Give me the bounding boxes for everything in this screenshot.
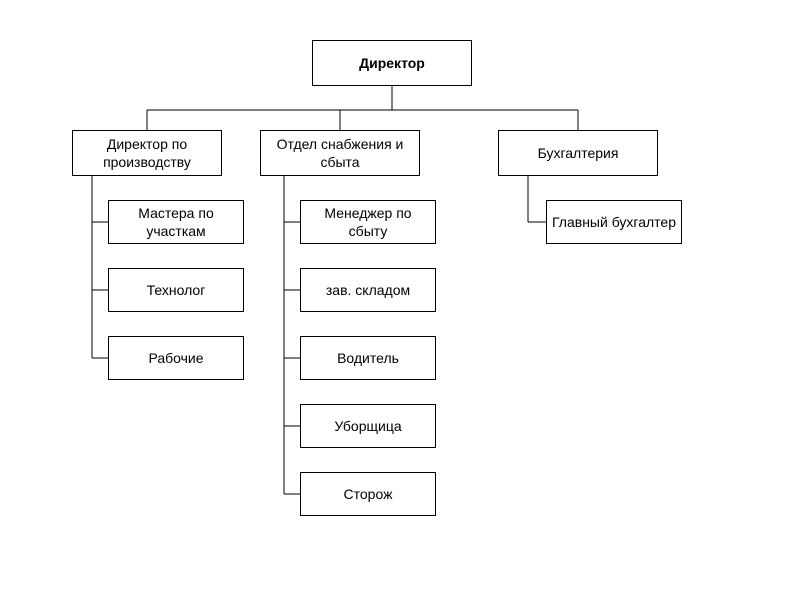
- org-node-label: Директор: [359, 54, 425, 72]
- org-node-store: зав. складом: [300, 268, 436, 312]
- org-node-label: Технолог: [147, 281, 206, 299]
- org-node-label: Директор по производству: [77, 135, 217, 171]
- org-node-driver: Водитель: [300, 336, 436, 380]
- org-node-label: Мастера по участкам: [113, 204, 239, 240]
- org-node-label: Рабочие: [148, 349, 203, 367]
- org-node-prod: Директор по производству: [72, 130, 222, 176]
- org-node-chief: Главный бухгалтер: [546, 200, 682, 244]
- org-node-tech: Технолог: [108, 268, 244, 312]
- org-node-masters: Мастера по участкам: [108, 200, 244, 244]
- org-node-acct: Бухгалтерия: [498, 130, 658, 176]
- org-node-label: Менеджер по сбыту: [305, 204, 431, 240]
- org-node-label: зав. складом: [326, 281, 410, 299]
- org-node-root: Директор: [312, 40, 472, 86]
- org-node-supply: Отдел снабжения и сбыта: [260, 130, 420, 176]
- org-node-label: Водитель: [337, 349, 399, 367]
- org-node-label: Главный бухгалтер: [552, 213, 676, 231]
- org-node-label: Бухгалтерия: [538, 144, 619, 162]
- org-node-mgr: Менеджер по сбыту: [300, 200, 436, 244]
- org-node-label: Уборщица: [334, 417, 401, 435]
- org-node-guard: Сторож: [300, 472, 436, 516]
- org-node-workers: Рабочие: [108, 336, 244, 380]
- org-node-label: Отдел снабжения и сбыта: [265, 135, 415, 171]
- org-node-cleaner: Уборщица: [300, 404, 436, 448]
- org-node-label: Сторож: [344, 485, 393, 503]
